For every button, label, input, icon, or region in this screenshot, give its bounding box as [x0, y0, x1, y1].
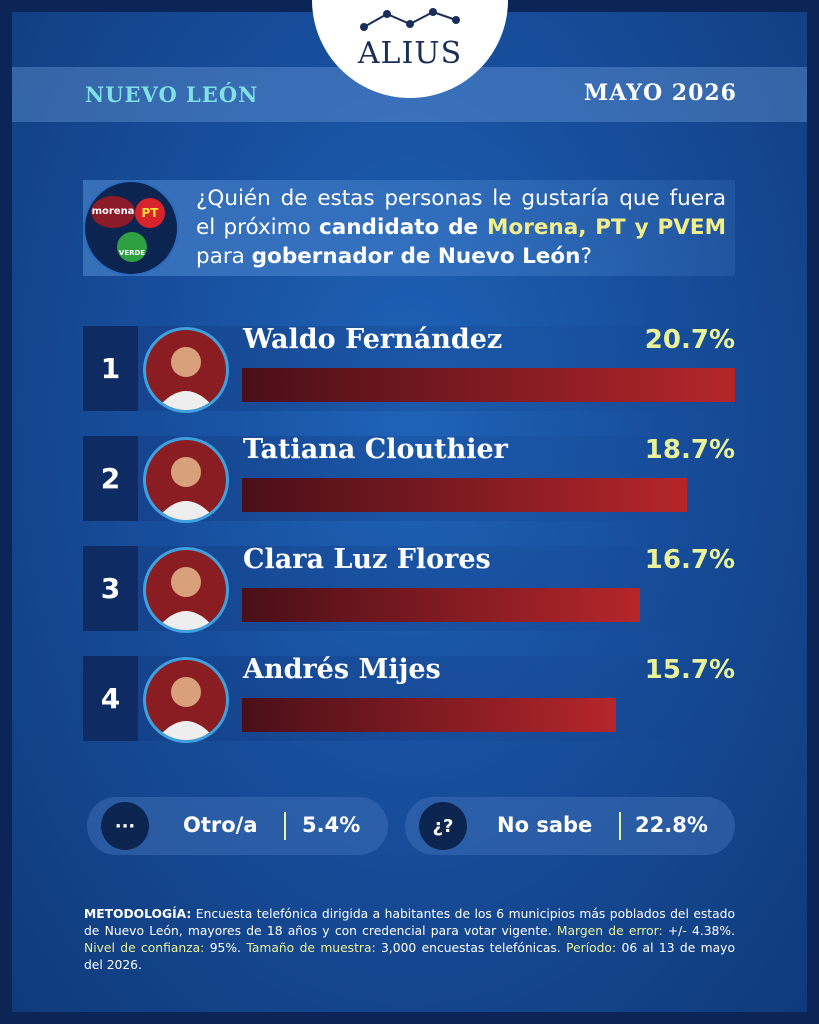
question-text: candidato de	[319, 215, 488, 240]
value-label: 15.7%	[644, 655, 735, 685]
meth-text: 3,000 encuestas telefónicas.	[375, 941, 567, 955]
candidate-name: Tatiana Clouthier	[243, 434, 508, 465]
other-value: 22.8%	[635, 813, 708, 837]
other-pill: ¿? No sabe 22.8%	[405, 797, 735, 855]
question: ¿Quién de estas personas le gustaría que…	[196, 184, 726, 271]
question-text: ¿Quién de estas personas le gustaría que…	[196, 186, 726, 240]
rank: 4	[83, 656, 138, 741]
date: MAYO 2026	[583, 80, 737, 106]
other-label: Otro/a	[183, 813, 258, 837]
other-value: 5.4%	[302, 813, 361, 837]
other-pill: ··· Otro/a 5.4%	[87, 797, 388, 855]
value-label: 20.7%	[644, 325, 735, 355]
meth-text: Margen de error:	[556, 924, 663, 938]
question-text: Morena, PT y PVEM	[487, 215, 726, 240]
party-logo: PT	[135, 198, 165, 228]
meth-text: +/- 4.38%.	[662, 924, 735, 938]
candidate-name: Andrés Mijes	[243, 654, 441, 685]
methodology: METODOLOGÍA: Encuesta telefónica dirigid…	[84, 906, 735, 974]
question-text: para	[196, 244, 252, 269]
party-logo: VERDE	[117, 232, 147, 262]
portrait	[156, 677, 216, 740]
separator	[619, 812, 621, 840]
candidate-name: Clara Luz Flores	[243, 544, 491, 575]
question-text: gobernador de Nuevo León	[251, 244, 581, 269]
logo: ALIUS	[312, 0, 508, 98]
party-logo: morena	[91, 196, 135, 228]
rank: 1	[83, 326, 138, 411]
separator	[284, 812, 286, 840]
photo	[143, 437, 229, 523]
photo	[143, 547, 229, 633]
bar	[242, 368, 735, 402]
other-icon: ···	[101, 802, 149, 850]
meth-text: Período:	[566, 941, 617, 955]
bar	[242, 588, 640, 622]
value-label: 16.7%	[644, 545, 735, 575]
portrait	[156, 457, 216, 520]
photo	[143, 327, 229, 413]
meth-text: Nivel de confianza:	[84, 941, 205, 955]
meth-text: 95%.	[204, 941, 247, 955]
rank: 2	[83, 436, 138, 521]
other-icon: ¿?	[419, 802, 467, 850]
meth-text: METODOLOGÍA:	[84, 907, 192, 921]
value-label: 18.7%	[644, 435, 735, 465]
party-logos: morena PT VERDE	[83, 180, 179, 276]
brand: ALIUS	[357, 36, 463, 71]
candidate-name: Waldo Fernández	[243, 324, 503, 355]
portrait	[156, 567, 216, 630]
bar	[242, 478, 688, 512]
other-label: No sabe	[497, 813, 593, 837]
bar	[242, 698, 616, 732]
meth-text: Tamaño de muestra:	[246, 941, 376, 955]
logo-graphic	[360, 8, 460, 31]
meth-text: 06 al 13 de mayo del 2026.	[84, 941, 735, 972]
question-box	[83, 180, 735, 276]
region: NUEVO LEÓN	[85, 82, 259, 107]
meth-text: Encuesta telefónica dirigida a habitante…	[84, 907, 735, 938]
question-text: ?	[580, 244, 592, 269]
portrait	[156, 347, 216, 410]
photo	[143, 657, 229, 743]
rank: 3	[83, 546, 138, 631]
